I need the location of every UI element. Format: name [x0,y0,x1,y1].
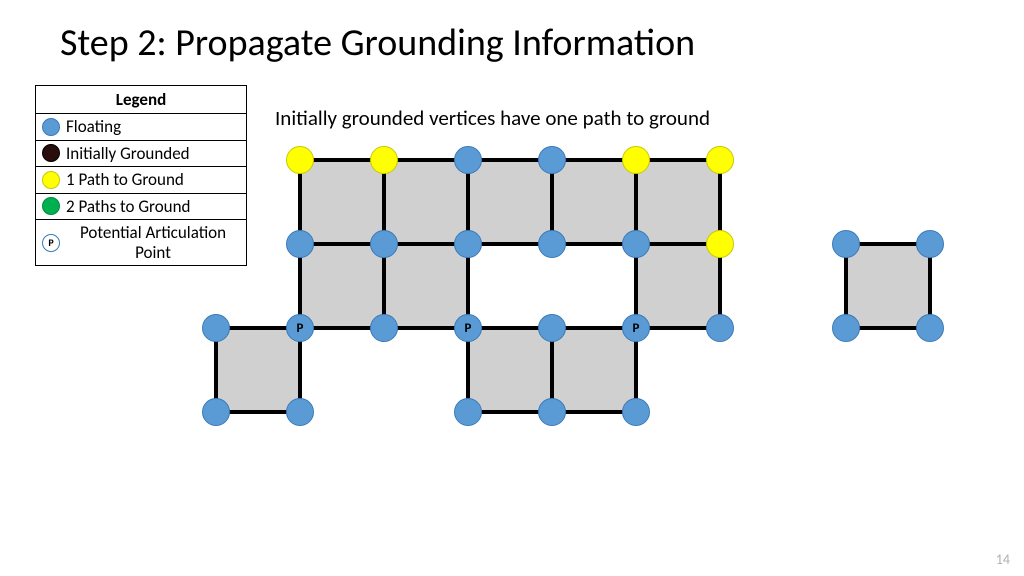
grid-cell [846,244,930,328]
grid-cell [552,160,636,244]
grid-cell [384,160,468,244]
grid-cell [636,244,720,328]
graph-node: P [622,314,650,342]
graph-node [454,230,482,258]
grid-cell [384,244,468,328]
graph-node [916,314,944,342]
graph-node [538,230,566,258]
page-number: 14 [996,551,1010,568]
graph-node [622,398,650,426]
grid-cell [468,160,552,244]
graph-node [370,314,398,342]
graph-node [706,146,734,174]
graph-node [286,230,314,258]
graph-node [202,314,230,342]
graph-node: P [454,314,482,342]
grid-edge [634,158,638,414]
graph-node [370,146,398,174]
graph-node [706,314,734,342]
graph-node [538,314,566,342]
grid-cell [552,328,636,412]
graph-node [832,314,860,342]
graph-node [538,146,566,174]
graph-node: P [286,314,314,342]
graph-node [286,146,314,174]
graph-node [538,398,566,426]
graph-node [622,230,650,258]
grid-cell [216,328,300,412]
grid-cell [300,244,384,328]
grid-cell [300,160,384,244]
grid-cell [636,160,720,244]
graph-node [916,230,944,258]
grid-edge [298,158,302,414]
graph-node [370,230,398,258]
graph-node [454,398,482,426]
graph-node [286,398,314,426]
graph-node [622,146,650,174]
grid-edge [466,158,470,414]
graph-node [706,230,734,258]
graph-node [832,230,860,258]
graph-node [202,398,230,426]
grid-edge [298,158,722,162]
graph-node [454,146,482,174]
grid-edge [298,242,722,246]
grid-cell [468,328,552,412]
graph-stage: PPP [0,0,1024,576]
